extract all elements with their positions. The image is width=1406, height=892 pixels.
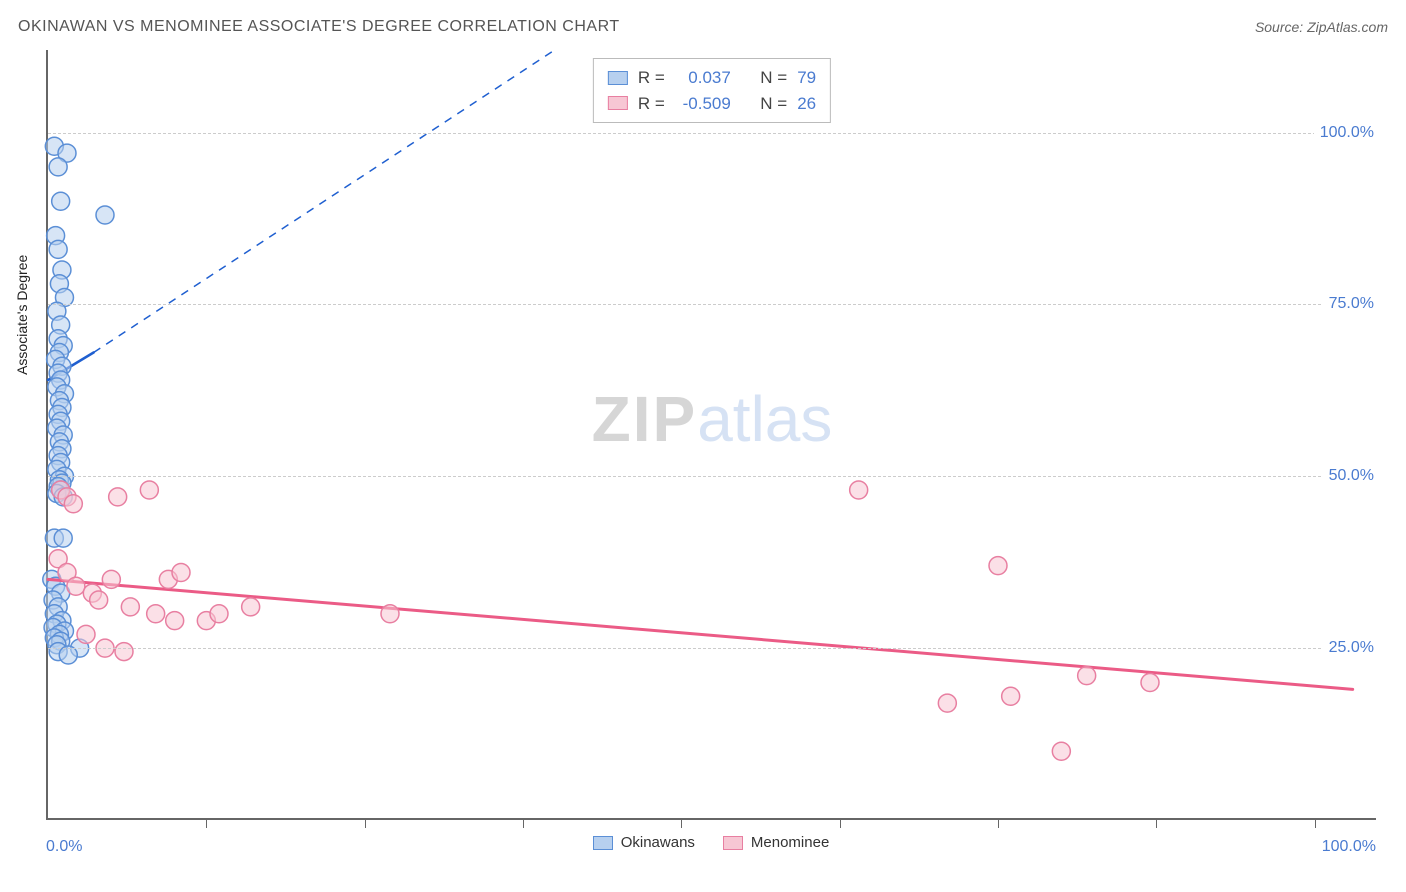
chart-title: OKINAWAN VS MENOMINEE ASSOCIATE'S DEGREE… [18, 18, 620, 36]
n-value: 79 [797, 65, 816, 91]
data-point [140, 481, 158, 499]
legend-label: Okinawans [621, 834, 695, 851]
x-tick [206, 818, 207, 828]
data-point [77, 625, 95, 643]
data-point [1141, 674, 1159, 692]
data-point [54, 529, 72, 547]
data-point [96, 206, 114, 224]
data-point [938, 694, 956, 712]
data-point [989, 557, 1007, 575]
data-point [109, 488, 127, 506]
series-legend: Okinawans Menominee [46, 834, 1376, 854]
y-axis-title: Associate's Degree [14, 255, 30, 375]
y-tick-label: 50.0% [1323, 467, 1380, 485]
x-tick [681, 818, 682, 828]
legend-swatch [608, 71, 628, 85]
data-point [381, 605, 399, 623]
x-tick [1156, 818, 1157, 828]
gridline-h [48, 304, 1376, 305]
data-point [49, 158, 67, 176]
data-point [1002, 687, 1020, 705]
legend-item: Okinawans [593, 834, 695, 851]
gridline-h [48, 133, 1376, 134]
stats-row: R = 0.037 N = 79 [608, 65, 816, 91]
data-point [166, 612, 184, 630]
r-label: R = [638, 65, 665, 91]
y-tick-label: 75.0% [1323, 295, 1380, 313]
data-point [115, 643, 133, 661]
data-point [1052, 742, 1070, 760]
legend-item: Menominee [723, 834, 829, 851]
source-attribution: Source: ZipAtlas.com [1255, 19, 1388, 35]
data-point [242, 598, 260, 616]
x-tick [998, 818, 999, 828]
trend-line [48, 579, 1353, 689]
data-point [52, 192, 70, 210]
r-value: -0.509 [675, 91, 731, 117]
stats-row: R = -0.509 N = 26 [608, 91, 816, 117]
y-tick-label: 100.0% [1314, 124, 1380, 142]
data-point [121, 598, 139, 616]
data-point [210, 605, 228, 623]
trend-line-dashed [94, 50, 555, 353]
gridline-h [48, 648, 1376, 649]
stats-legend-box: R = 0.037 N = 79 R = -0.509 N = 26 [593, 58, 831, 123]
n-label: N = [760, 65, 787, 91]
legend-swatch [608, 96, 628, 110]
r-value: 0.037 [675, 65, 731, 91]
data-point [1078, 667, 1096, 685]
data-point [102, 570, 120, 588]
legend-swatch [593, 836, 613, 850]
data-point [147, 605, 165, 623]
data-point [49, 240, 67, 258]
n-label: N = [760, 91, 787, 117]
x-tick [523, 818, 524, 828]
n-value: 26 [797, 91, 816, 117]
gridline-h [48, 476, 1376, 477]
data-point [67, 577, 85, 595]
x-tick [1315, 818, 1316, 828]
y-tick-label: 25.0% [1323, 639, 1380, 657]
legend-label: Menominee [751, 834, 829, 851]
plot-area: ZIPatlas R =0.037 N = 79R =-0.509 N = 26… [46, 50, 1376, 820]
x-tick [365, 818, 366, 828]
data-point [90, 591, 108, 609]
data-point [64, 495, 82, 513]
data-point [850, 481, 868, 499]
data-point [172, 564, 190, 582]
r-label: R = [638, 91, 665, 117]
legend-swatch [723, 836, 743, 850]
x-tick [840, 818, 841, 828]
chart-svg [48, 50, 1376, 818]
